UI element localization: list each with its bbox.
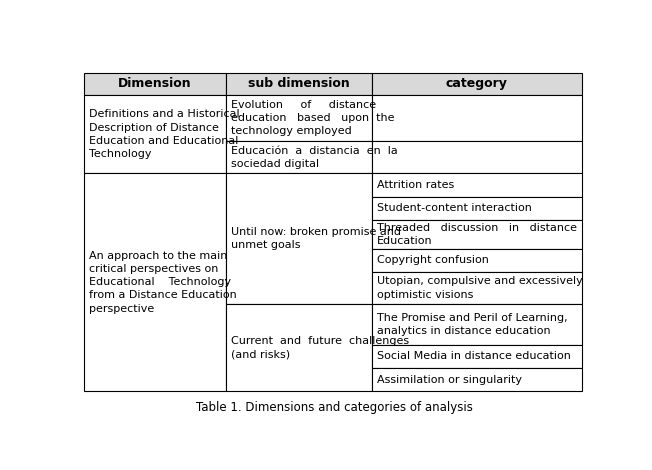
Text: Evolution     of     distance
education   based   upon  the
technology employed: Evolution of distance education based up… (231, 100, 394, 136)
Bar (372, 141, 582, 173)
Text: Dimension: Dimension (118, 78, 192, 90)
Bar (226, 73, 372, 95)
Text: Social Media in distance education: Social Media in distance education (377, 351, 571, 361)
Bar (84, 95, 226, 173)
Bar (372, 304, 582, 345)
Bar (226, 173, 372, 304)
Bar (226, 304, 372, 391)
Bar (372, 73, 582, 95)
Text: Table 1. Dimensions and categories of analysis: Table 1. Dimensions and categories of an… (196, 401, 473, 414)
Bar (372, 368, 582, 391)
Bar (372, 95, 582, 141)
Text: Copyright confusion: Copyright confusion (377, 256, 489, 266)
Bar (372, 173, 582, 196)
Text: sub dimension: sub dimension (248, 78, 349, 90)
Text: Educación  a  distancia  en  la
sociedad digital: Educación a distancia en la sociedad dig… (231, 146, 397, 169)
Text: The Promise and Peril of Learning,
analytics in distance education: The Promise and Peril of Learning, analy… (377, 313, 568, 336)
Text: Definitions and a Historical
Description of Distance
Education and Educational
T: Definitions and a Historical Description… (89, 110, 240, 159)
Bar (84, 173, 226, 391)
Text: An approach to the main
critical perspectives on
Educational    Technology
from : An approach to the main critical perspec… (89, 251, 237, 313)
Bar (226, 95, 372, 141)
Text: Student-content interaction: Student-content interaction (377, 203, 532, 213)
Text: Utopian, compulsive and excessively
optimistic visions: Utopian, compulsive and excessively opti… (377, 276, 583, 300)
Text: Attrition rates: Attrition rates (377, 180, 454, 190)
Text: Threaded   discussion   in   distance
Education: Threaded discussion in distance Educatio… (377, 223, 577, 246)
Bar (372, 196, 582, 220)
Bar (84, 73, 226, 95)
Text: Until now: broken promise and
unmet goals: Until now: broken promise and unmet goal… (231, 227, 400, 251)
Bar (372, 345, 582, 368)
Bar (226, 141, 372, 173)
Bar (372, 272, 582, 304)
Bar (372, 220, 582, 249)
Text: Current  and  future  challenges
(and risks): Current and future challenges (and risks… (231, 336, 409, 359)
Text: category: category (446, 78, 508, 90)
Text: Assimilation or singularity: Assimilation or singularity (377, 375, 522, 384)
Bar (372, 249, 582, 272)
